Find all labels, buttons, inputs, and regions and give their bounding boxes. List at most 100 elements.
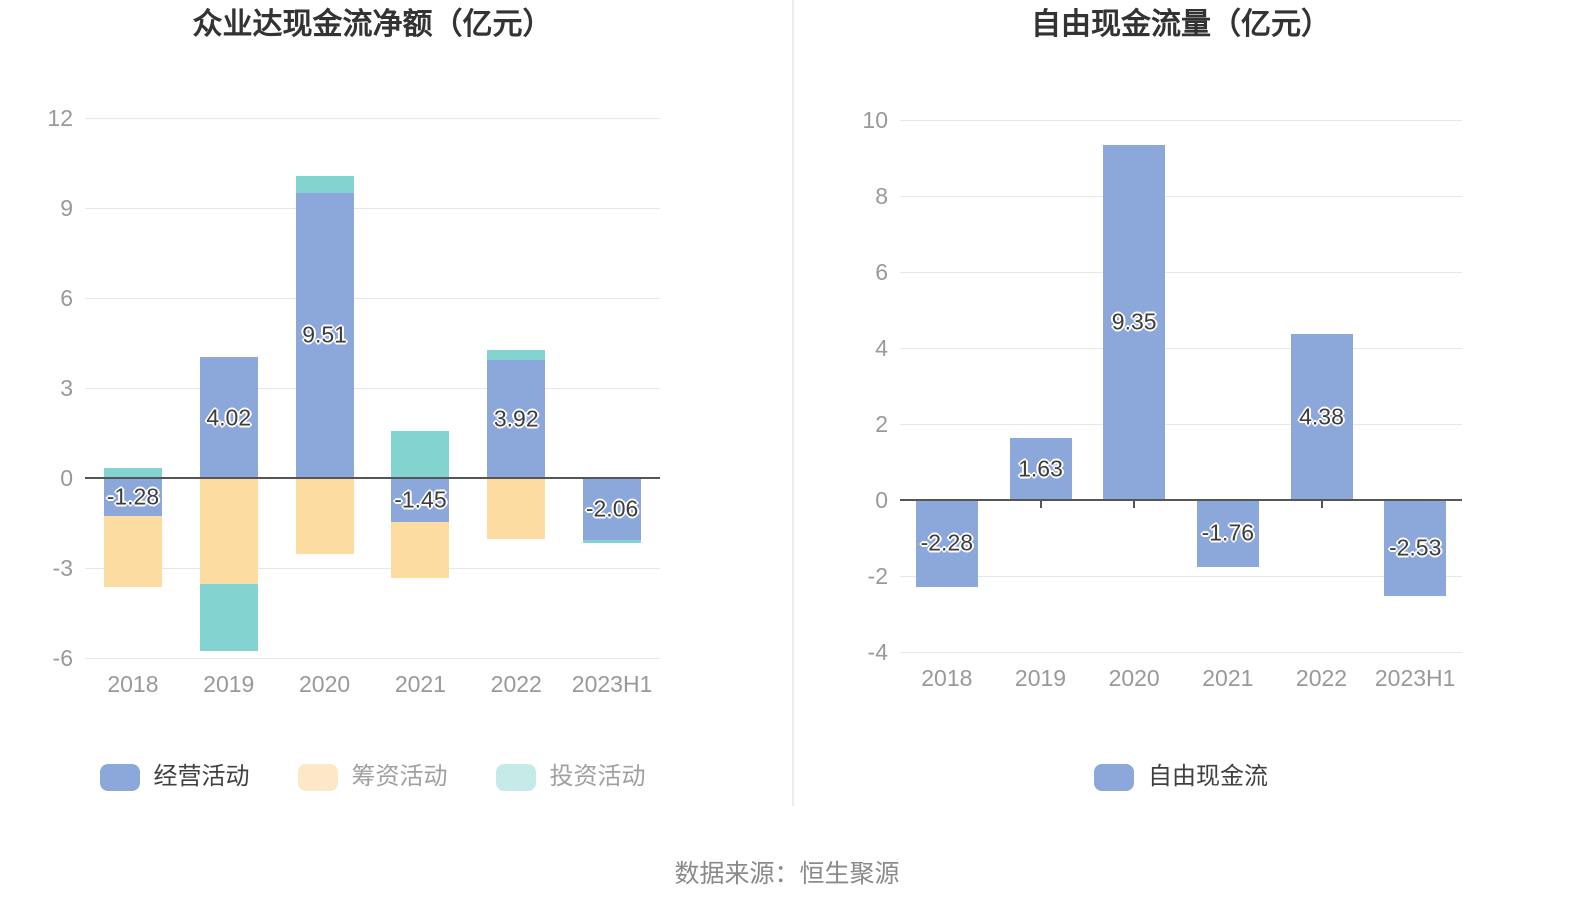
legend-item[interactable]: 筹资活动 (297, 763, 448, 791)
gridline (900, 348, 1462, 349)
bar-segment-2022-s0 (1290, 333, 1353, 500)
x-axis-label: 2022 (1295, 665, 1348, 691)
bar-value-label: -1.45 (394, 486, 447, 513)
legend-label: 投资活动 (549, 763, 646, 790)
plot-area-free-cashflow: 10 8 6 4 2 0 -2 -4 -2.28 2018 1.63 2019 9.35 2020 -1.7… (862, 107, 1462, 691)
axis-tick (1320, 500, 1323, 508)
bar-segment-2018-s0 (915, 500, 978, 587)
legend-label: 经营活动 (153, 763, 250, 790)
x-axis-label: 2021 (394, 671, 446, 697)
y-axis-label: 2 (875, 411, 888, 437)
x-axis-label: 2020 (1108, 665, 1160, 691)
bar-value-label: 1.63 (1018, 455, 1063, 482)
plot-area-net-cashflow: 12 9 6 3 0 -3 -6 -1.28 2018 4.02 2019 9.51 2020 -1.45… (47, 105, 660, 697)
x-axis-label: 2019 (1014, 665, 1067, 691)
chart-title-free-cashflow: 自由现金流量（亿元） (1031, 8, 1331, 41)
gridline (85, 208, 660, 209)
x-axis-label: 2018 (107, 671, 159, 697)
bar-value-label: 4.38 (1299, 403, 1344, 430)
gridline (85, 658, 660, 659)
legend-free-cashflow: 自由现金流 (900, 763, 1462, 791)
bar-segment-2020-s0 (1103, 144, 1166, 500)
legend-swatch (1094, 763, 1134, 791)
bar-value-label: -2.53 (1388, 534, 1442, 561)
bar-segment-2021-s1 (391, 521, 450, 578)
x-axis-line (85, 477, 660, 479)
bar-value-label: -1.28 (106, 483, 160, 510)
legend-net-cashflow: 经营活动 筹资活动 投资活动 (85, 763, 660, 791)
legend-swatch (297, 763, 338, 791)
y-axis-label: -2 (867, 563, 888, 589)
gridline (85, 298, 660, 299)
chart-free-cashflow: 自由现金流量（亿元） 10 8 6 4 2 0 -2 -4 -2.28 2018 1.63 2019 9… (795, 0, 1574, 830)
y-axis-label: 3 (60, 375, 73, 401)
data-source-note: 数据来源：恒生聚源 (674, 860, 900, 888)
x-axis-label: 2023H1 (1374, 665, 1456, 691)
bar-segment-2023H1-s0 (1384, 500, 1447, 597)
y-axis-label: 6 (875, 259, 888, 285)
gridline (85, 388, 660, 389)
chart-net-cashflow: 众业达现金流净额（亿元） 12 9 6 3 0 -3 -6 -1.28 2018 4.02 2019… (0, 0, 790, 830)
bar-segment-2020-s1 (295, 478, 354, 554)
bar-segment-2023H1-s2 (583, 539, 642, 544)
bar-segment-2018-s2 (103, 467, 162, 478)
bar-value-label: -2.06 (585, 495, 639, 522)
x-axis-label: 2019 (203, 671, 255, 697)
gridline (900, 120, 1462, 121)
x-axis-label: 2023H1 (571, 671, 653, 697)
bar-value-label: 9.51 (302, 321, 347, 348)
bar-value-label: 9.35 (1111, 308, 1157, 335)
bar-segment-2019-s0 (1009, 438, 1072, 500)
x-axis-label: 2018 (921, 665, 973, 691)
bar-segment-2020-s0 (295, 192, 354, 478)
legend-swatch (99, 763, 140, 791)
legend-item[interactable]: 经营活动 (99, 763, 250, 791)
gridline (85, 118, 660, 119)
legend-label: 自由现金流 (1148, 763, 1268, 790)
bar-value-label: -2.28 (920, 529, 974, 556)
y-axis-label: 0 (60, 465, 73, 491)
bar-segment-2019-s2 (199, 584, 258, 651)
y-axis-label: 6 (60, 285, 73, 311)
y-axis-label: -3 (52, 555, 73, 581)
y-axis-label: 10 (862, 107, 888, 133)
legend-swatch (495, 763, 536, 791)
y-axis-label: 4 (875, 335, 888, 361)
y-axis-label: 8 (875, 183, 888, 209)
bar-segment-2019-s0 (199, 357, 258, 478)
chart-title-net-cashflow: 众业达现金流净额（亿元） (192, 8, 553, 41)
bar-value-label: 4.02 (206, 404, 252, 431)
legend-item[interactable]: 投资活动 (495, 763, 646, 791)
y-axis-label: 9 (60, 195, 73, 221)
legend-label: 筹资活动 (351, 763, 448, 790)
y-axis-label: 12 (47, 105, 73, 131)
y-axis-label: -4 (867, 639, 888, 665)
bar-segment-2023H1-s0 (583, 478, 642, 540)
bar-segment-2022-s1 (487, 478, 546, 539)
bar-segment-2018-s1 (103, 516, 162, 588)
y-axis-label: -6 (52, 645, 73, 671)
axis-tick (1133, 500, 1136, 508)
gridline (900, 272, 1462, 273)
y-axis-label: 0 (875, 487, 888, 513)
legend-item[interactable]: 自由现金流 (1094, 763, 1268, 791)
x-axis-label: 2020 (298, 671, 351, 697)
bar-segment-2020-s2 (295, 175, 354, 193)
bar-value-label: -1.76 (1201, 519, 1255, 546)
x-axis-label: 2021 (1202, 665, 1254, 691)
bar-segment-2022-s0 (487, 360, 546, 478)
axis-tick (1039, 500, 1042, 508)
gridline (900, 576, 1462, 577)
bar-segment-2019-s1 (199, 478, 258, 585)
chart-divider (792, 0, 794, 806)
bar-value-label: 3.92 (493, 405, 539, 432)
gridline (900, 424, 1462, 425)
gridline (900, 196, 1462, 197)
gridline (900, 652, 1462, 653)
bar-segment-2022-s2 (487, 349, 546, 361)
bar-segment-2021-s0 (391, 478, 450, 522)
x-axis-line (900, 499, 1462, 501)
bar-segment-2021-s2 (391, 430, 450, 478)
gridline (85, 568, 660, 569)
